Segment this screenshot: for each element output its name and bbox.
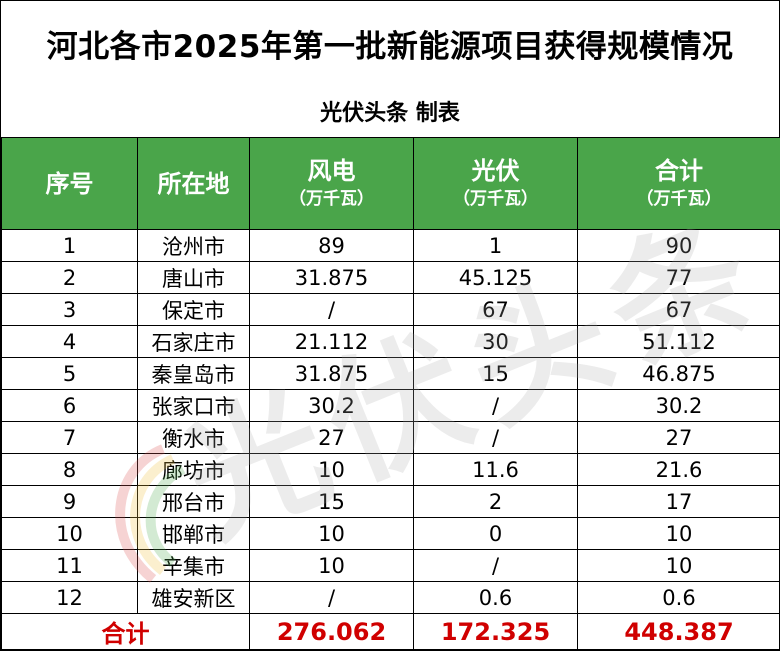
cell-wind: 31.875 [249,357,414,390]
table-row: 11 辛集市 10/10 [1,549,780,582]
table-row: 2 唐山市 31.875 45.125 77 [1,261,780,294]
cell-wind: 30.2 [249,389,414,422]
cell-pv: / [413,389,578,422]
cell-wind: 27 [249,421,414,454]
cell-pv: 11.6 [413,453,578,486]
cell-total: 46.875 [577,357,780,390]
cell-seq: 5 [1,357,138,390]
cell-pv: 1 [413,229,578,262]
cell-city: 邢台市 [137,485,250,518]
cell-total: 27 [577,421,780,454]
cell-city: 保定市 [137,293,250,326]
cell-seq: 11 [1,549,138,582]
cell-seq: 7 [1,421,138,454]
table-row: 12 雄安新区/0.6 0.6 [1,581,780,614]
total-sum: 448.387 [577,613,780,650]
cell-pv: 2 [413,485,578,518]
cell-seq: 1 [1,229,138,262]
total-pv: 172.325 [413,613,578,650]
cell-pv: 0.6 [413,581,578,614]
cell-wind: 10 [249,453,414,486]
cell-pv: 45.125 [413,261,578,294]
header-pv-unit: （万千瓦） [453,188,538,209]
header-pv: 光伏 （万千瓦） [413,137,578,230]
cell-city: 沧州市 [137,229,250,262]
cell-pv: 67 [413,293,578,326]
table-row: 7 衡水市 27/27 [1,421,780,454]
cell-seq: 9 [1,485,138,518]
cell-total: 67 [577,293,780,326]
cell-city: 秦皇岛市 [137,357,250,390]
cell-city: 张家口市 [137,389,250,422]
total-row: 合计 276.062 172.325 448.387 [1,613,780,650]
header-wind: 风电 （万千瓦） [249,137,414,230]
header-row: 序号 所在地 风电 （万千瓦） 光伏 （万千瓦） 合计 （万千瓦） [1,137,780,230]
total-label: 合计 [1,613,250,650]
cell-total: 17 [577,485,780,518]
cell-total: 10 [577,517,780,550]
cell-pv: / [413,549,578,582]
table-row: 3 保定市/67 67 [1,293,780,326]
cell-wind: 15 [249,485,414,518]
cell-total: 30.2 [577,389,780,422]
cell-total: 77 [577,261,780,294]
header-total-unit: （万千瓦） [636,188,722,209]
cell-seq: 3 [1,293,138,326]
cell-city: 辛集市 [137,549,250,582]
page-title: 河北各市2025年第一批新能源项目获得规模情况 [46,28,734,65]
cell-seq: 8 [1,453,138,486]
table-row: 5 秦皇岛市 31.875 15 46.875 [1,357,780,390]
cell-seq: 2 [1,261,138,294]
total-wind: 276.062 [249,613,414,650]
cell-seq: 10 [1,517,138,550]
data-table: 序号 所在地 风电 （万千瓦） 光伏 （万千瓦） 合计 （万千瓦） 1 沧州市 89… [1,137,780,650]
page-subtitle: 光伏头条 制表 [320,101,460,126]
table-row: 8 廊坊市 10 11.6 21.6 [1,453,780,486]
cell-wind: / [249,581,414,614]
cell-wind: 10 [249,549,414,582]
cell-city: 邯郸市 [137,517,250,550]
cell-city: 衡水市 [137,421,250,454]
cell-pv: 15 [413,357,578,390]
table-row: 4 石家庄市 21.112 30 51.112 [1,325,780,358]
cell-city: 唐山市 [137,261,250,294]
cell-city: 雄安新区 [137,581,250,614]
table-row: 6 张家口市 30.2/30.2 [1,389,780,422]
table-row: 1 沧州市 89 1 90 [1,229,780,262]
cell-city: 石家庄市 [137,325,250,358]
cell-seq: 4 [1,325,138,358]
cell-total: 0.6 [577,581,780,614]
cell-city: 廊坊市 [137,453,250,486]
cell-pv: / [413,421,578,454]
cell-total: 10 [577,549,780,582]
table-row: 10 邯郸市 10 0 10 [1,517,780,550]
cell-pv: 30 [413,325,578,358]
cell-total: 51.112 [577,325,780,358]
header-seq: 序号 [1,137,138,230]
table-row: 9 邢台市 15 2 17 [1,485,780,518]
header-city: 所在地 [137,137,250,230]
cell-total: 90 [577,229,780,262]
cell-wind: 31.875 [249,261,414,294]
header-wind-unit: （万千瓦） [289,188,374,209]
header-total: 合计 （万千瓦） [577,137,780,230]
cell-wind: 89 [249,229,414,262]
cell-wind: 10 [249,517,414,550]
cell-seq: 6 [1,389,138,422]
cell-pv: 0 [413,517,578,550]
cell-total: 21.6 [577,453,780,486]
cell-wind: / [249,293,414,326]
cell-seq: 12 [1,581,138,614]
cell-wind: 21.112 [249,325,414,358]
